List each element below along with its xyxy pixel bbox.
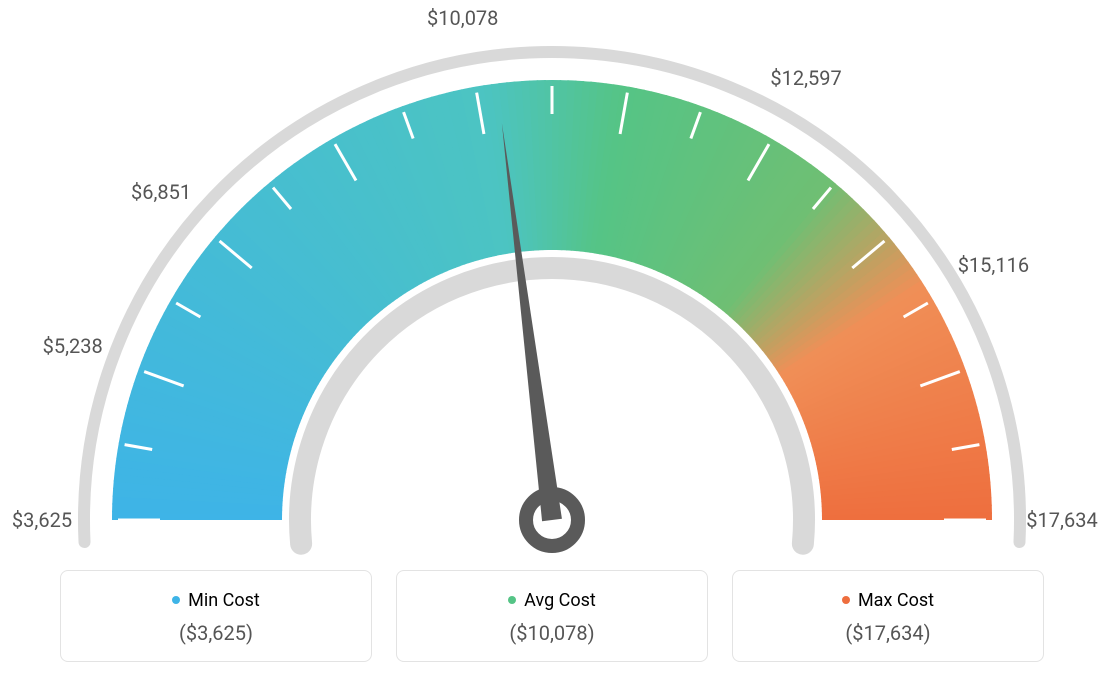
gauge-scale-label: $3,625 [12,508,72,532]
min-cost-label: Min Cost [188,590,260,611]
min-cost-title: Min Cost [172,590,260,611]
dot-icon [842,596,850,604]
gauge-svg [0,0,1104,560]
avg-cost-label: Avg Cost [524,590,596,611]
gauge-scale-label: $5,238 [43,334,103,358]
dot-icon [508,596,516,604]
gauge-scale-label: $17,634 [1026,508,1097,532]
avg-cost-card: Avg Cost ($10,078) [396,570,708,662]
avg-cost-title: Avg Cost [508,590,596,611]
gauge-scale-label: $6,851 [131,180,191,204]
max-cost-title: Max Cost [842,590,934,611]
gauge-area: $3,625 $5,238 $6,851 $10,078 $12,597 $15,116 $… [0,0,1104,560]
max-cost-label: Max Cost [858,590,934,611]
summary-cards: Min Cost ($3,625) Avg Cost ($10,078) Max… [60,570,1044,662]
gauge-chart-container: $3,625 $5,238 $6,851 $10,078 $12,597 $15,116 $… [0,0,1104,690]
gauge-scale-label: $15,116 [958,253,1029,277]
max-cost-card: Max Cost ($17,634) [732,570,1044,662]
avg-cost-value: ($10,078) [407,621,697,645]
min-cost-card: Min Cost ($3,625) [60,570,372,662]
gauge-scale-label: $12,597 [770,66,841,90]
gauge-scale-label: $10,078 [427,6,498,30]
max-cost-value: ($17,634) [743,621,1033,645]
min-cost-value: ($3,625) [71,621,361,645]
dot-icon [172,596,180,604]
